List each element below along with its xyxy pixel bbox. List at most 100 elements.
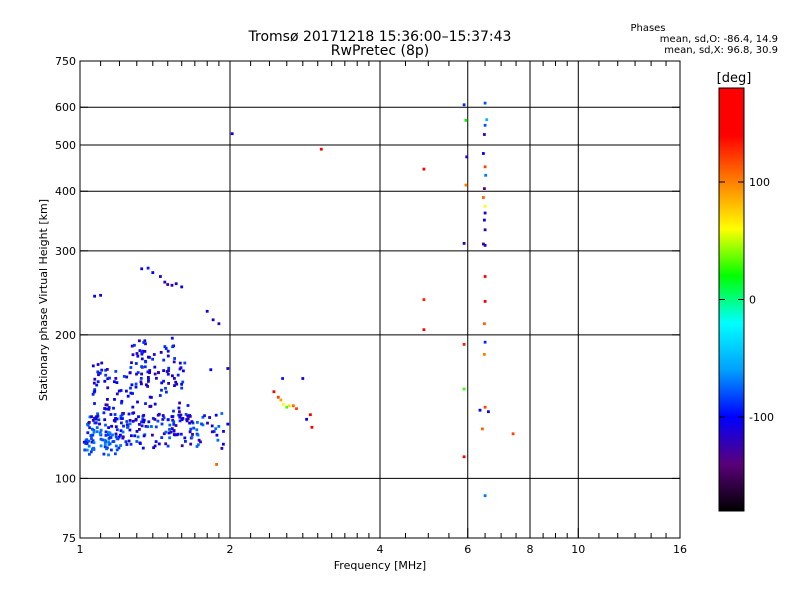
- echo-point: [195, 445, 199, 448]
- echo-point: [422, 328, 426, 332]
- echo-point: [214, 427, 218, 431]
- echo-point: [281, 377, 284, 380]
- echo-point: [173, 433, 177, 437]
- echo-point: [104, 423, 107, 427]
- echo-point: [422, 298, 426, 301]
- echo-point: [117, 446, 121, 450]
- echo-point: [138, 428, 141, 431]
- echo-point: [87, 421, 91, 424]
- echo-point: [170, 427, 174, 430]
- echo-point: [196, 421, 199, 424]
- echo-point: [89, 434, 93, 437]
- echo-point: [148, 405, 152, 408]
- echo-point: [125, 423, 129, 427]
- echo-point: [154, 425, 158, 429]
- echo-point: [104, 407, 108, 411]
- axis-ticks: [79, 60, 681, 539]
- echo-point: [301, 377, 305, 380]
- echo-point: [210, 424, 214, 428]
- stats-heading: Phases: [630, 23, 665, 34]
- echo-point: [153, 365, 157, 369]
- echo-point: [279, 398, 283, 402]
- echo-point: [184, 413, 188, 416]
- echo-point: [91, 392, 95, 396]
- echo-point: [166, 372, 170, 376]
- echo-point: [103, 407, 106, 410]
- colorbar-label: [deg]: [717, 71, 752, 86]
- echo-point: [176, 373, 180, 377]
- echo-point: [113, 398, 116, 401]
- echo-point: [156, 419, 160, 423]
- echo-point: [197, 438, 201, 442]
- echo-point: [172, 360, 176, 364]
- echo-point: [140, 350, 143, 354]
- echo-point: [483, 211, 487, 215]
- echo-point: [157, 442, 161, 446]
- echo-point: [115, 381, 119, 384]
- echo-point: [139, 377, 143, 380]
- echo-point: [88, 452, 91, 456]
- echo-point: [119, 429, 123, 433]
- echo-point: [185, 418, 189, 421]
- echo-point: [190, 435, 194, 439]
- echo-point: [140, 357, 144, 361]
- echo-point: [117, 389, 121, 393]
- echo-point: [130, 361, 133, 365]
- echo-point: [114, 432, 118, 436]
- echo-point: [511, 432, 515, 436]
- echo-point: [142, 434, 146, 438]
- echo-point: [86, 431, 90, 435]
- echo-point: [104, 368, 107, 372]
- x-tick-label: 8: [527, 543, 534, 556]
- phase-stats-block: Phases mean, sd,O: -86.4, 14.9 mean, sd,…: [630, 23, 778, 56]
- echo-point: [131, 353, 135, 357]
- echo-point: [150, 425, 153, 428]
- echo-point: [130, 344, 134, 348]
- echo-point: [91, 364, 95, 368]
- echo-point: [104, 430, 108, 434]
- echo-point: [319, 147, 323, 151]
- echo-point: [106, 377, 110, 381]
- echo-point: [92, 441, 96, 445]
- grid-lines: [80, 61, 680, 538]
- echo-point: [166, 444, 170, 448]
- echo-point: [171, 345, 174, 349]
- echo-point: [310, 425, 314, 429]
- echo-point: [88, 426, 91, 430]
- echo-point: [93, 294, 96, 298]
- echo-point: [465, 155, 469, 159]
- y-axis-label: Stationary phase Virtual Height [km]: [37, 199, 50, 401]
- echo-point: [305, 417, 308, 421]
- y-tick-label: 100: [55, 472, 76, 485]
- echo-point: [92, 430, 96, 434]
- echo-point: [222, 442, 225, 446]
- echo-point: [172, 420, 176, 424]
- echo-point: [135, 352, 139, 355]
- echo-point: [483, 322, 486, 326]
- echo-point: [85, 448, 89, 452]
- echo-point: [140, 420, 143, 424]
- echo-point: [462, 455, 466, 459]
- echo-point: [179, 413, 183, 417]
- echo-point: [153, 418, 157, 421]
- echo-point: [105, 447, 108, 451]
- echo-point: [131, 419, 135, 423]
- echo-point: [478, 408, 482, 412]
- echo-point: [171, 418, 175, 422]
- echo-point: [178, 410, 181, 414]
- echo-point: [165, 370, 169, 373]
- echo-point: [199, 440, 202, 444]
- echo-point: [134, 382, 138, 386]
- echo-point: [121, 435, 125, 439]
- echo-point: [99, 428, 103, 432]
- echo-point: [103, 440, 107, 444]
- echo-point: [91, 439, 95, 443]
- echo-point: [188, 415, 192, 418]
- echo-point: [180, 418, 184, 422]
- echo-point: [93, 377, 97, 381]
- echo-point: [464, 183, 468, 187]
- echo-point: [97, 373, 100, 377]
- echo-point: [122, 375, 126, 378]
- echo-point: [167, 382, 170, 385]
